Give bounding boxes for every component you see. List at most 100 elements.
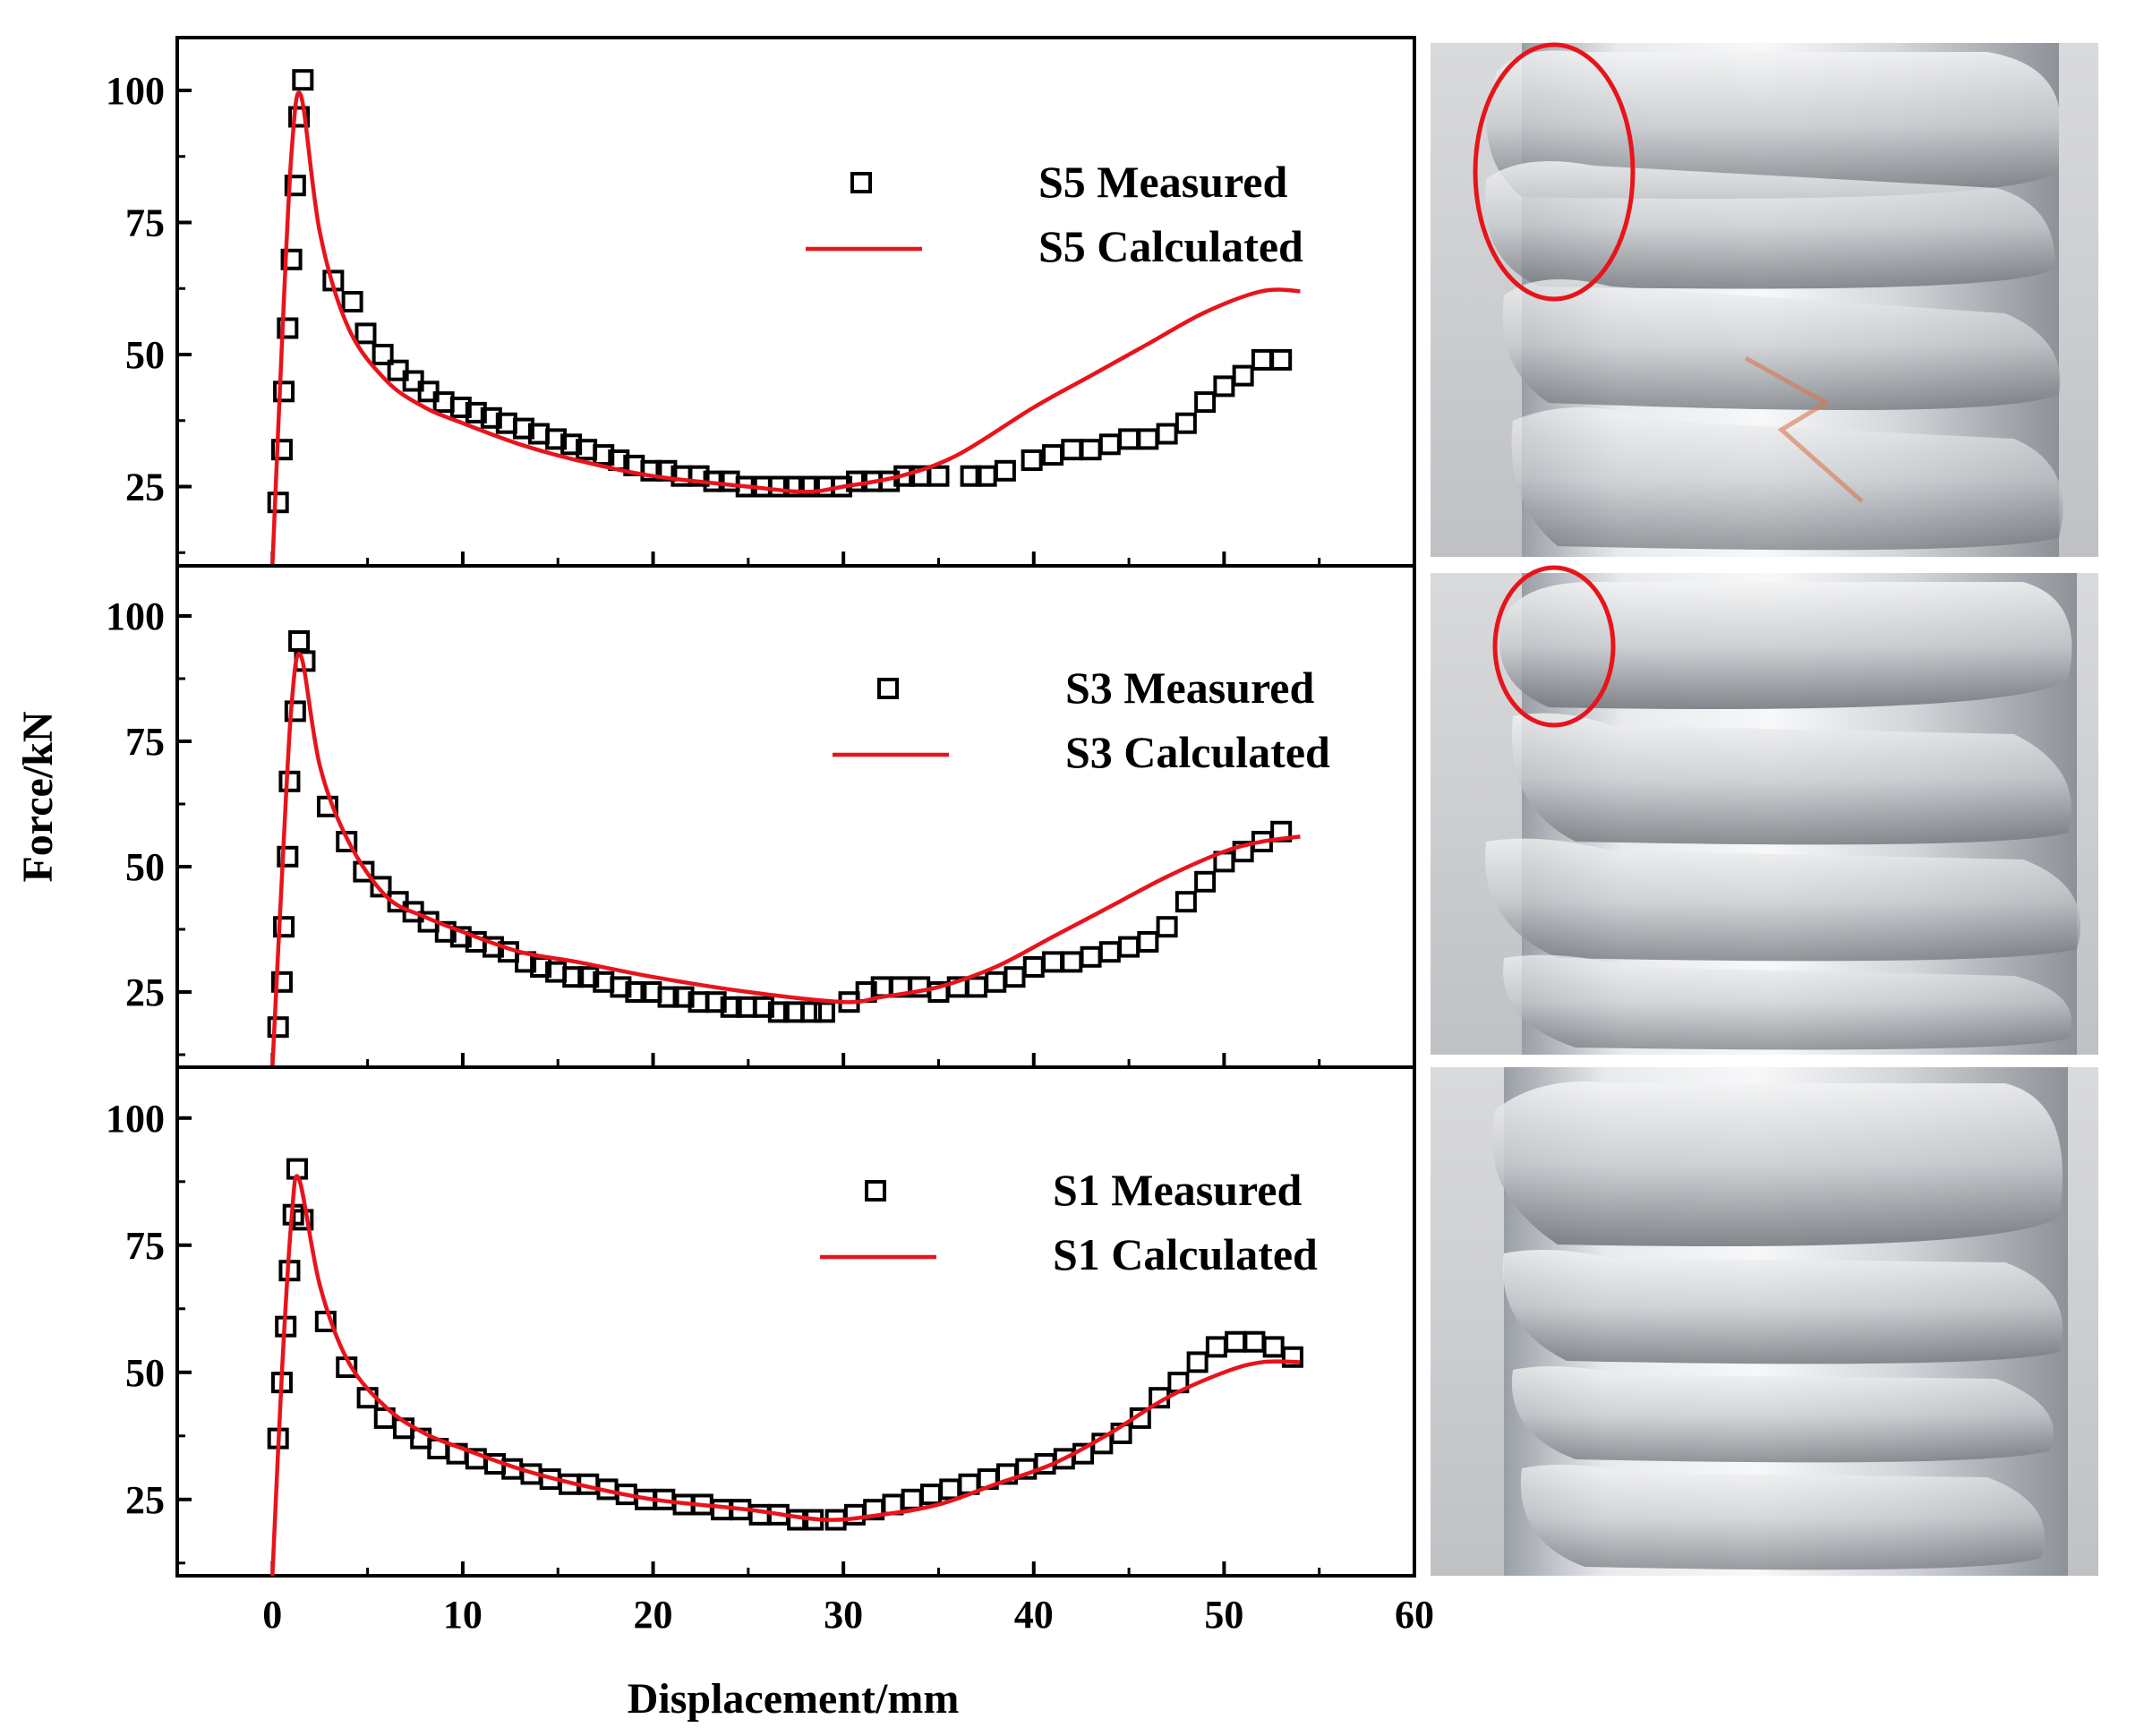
data-point-marker (1156, 916, 1178, 938)
x-tick-label: 30 (824, 1593, 863, 1637)
data-point-marker (270, 971, 293, 993)
data-point-marker (1262, 1336, 1285, 1358)
plot-series (267, 1158, 1303, 1576)
data-point-marker (267, 1016, 289, 1039)
y-tick-label: 100 (106, 594, 165, 638)
data-point-marker (545, 428, 568, 450)
data-point-marker (752, 996, 774, 1018)
y-tick-label: 75 (125, 720, 165, 764)
data-point-marker (1137, 428, 1159, 450)
specimen-photos (1431, 42, 2098, 1576)
data-point-marker (273, 916, 295, 938)
data-point-marker (1175, 412, 1197, 434)
data-point-marker (927, 465, 950, 487)
data-point-marker (267, 492, 289, 514)
y-tick-label: 25 (125, 1478, 165, 1522)
data-point-marker (562, 966, 585, 988)
series-line (270, 90, 1301, 566)
y-tick-label: 25 (125, 466, 165, 509)
data-point-marker (336, 831, 358, 852)
axis-labels: Force/kN Displacement/mm (14, 711, 959, 1723)
plot-series (267, 630, 1301, 1067)
legend-label: S3 Calculated (1065, 727, 1330, 777)
data-point-marker (1232, 364, 1254, 387)
chart-panel-bottom: 25 50 75 100 0 10 20 30 40 50 60 S1 Measured S1 Calc… (106, 1065, 1434, 1637)
data-point-marker (270, 439, 293, 461)
data-point-marker (782, 475, 805, 498)
data-point-marker (577, 966, 600, 988)
data-point-marker (1080, 945, 1102, 968)
data-point-marker (625, 981, 647, 1003)
data-point-marker (960, 465, 982, 487)
plot-frame (175, 564, 1416, 1069)
data-point-marker (657, 986, 679, 1008)
data-point-marker (720, 996, 742, 1018)
y-tick-label: 75 (125, 1224, 165, 1268)
y-axis-title: Force/kN (14, 711, 62, 882)
data-point-marker (434, 920, 457, 943)
legend-label: S1 Calculated (1053, 1229, 1318, 1279)
plot-frame (175, 1065, 1416, 1578)
data-point-marker (341, 291, 363, 312)
x-axis-title: Displacement/mm (628, 1675, 960, 1723)
data-point-marker (965, 976, 987, 998)
y-tick-label: 50 (125, 1351, 165, 1395)
legend-label: S5 Measured (1038, 157, 1287, 207)
data-point-marker (640, 459, 662, 482)
data-point-marker (354, 322, 377, 345)
crack-highlight-ellipse (1473, 42, 1636, 302)
data-point-marker (560, 433, 583, 456)
x-tick-label: 10 (443, 1593, 483, 1637)
legend-label: S3 Measured (1065, 663, 1314, 713)
data-point-marker (449, 397, 472, 418)
data-point-marker (985, 971, 1007, 993)
data-point-marker (1080, 439, 1102, 461)
legend-marker-swatch (850, 172, 872, 193)
legend: S5 Measured S5 Calculated (806, 157, 1303, 271)
fold-highlight-ellipse (1492, 565, 1616, 728)
data-point-marker (798, 475, 820, 498)
data-point-marker (1281, 1346, 1303, 1368)
data-point-marker (1061, 439, 1083, 461)
legend: S3 Measured S3 Calculated (833, 663, 1330, 777)
legend-marker-swatch (877, 678, 899, 699)
data-point-marker (1251, 348, 1273, 371)
data-point-marker (1098, 941, 1121, 963)
data-point-marker (1156, 423, 1178, 445)
y-tick-label: 50 (125, 845, 165, 889)
x-tick-label: 40 (1014, 1593, 1054, 1637)
photo-s5 (1431, 42, 2098, 557)
data-point-marker (767, 475, 790, 498)
data-point-marker (292, 1209, 314, 1231)
y-tick-label: 75 (125, 201, 165, 245)
data-point-marker (610, 976, 632, 998)
data-point-marker (372, 344, 394, 365)
data-point-marker (1021, 449, 1043, 471)
data-point-marker (1118, 428, 1140, 450)
data-point-marker (273, 381, 295, 403)
plot-series (267, 69, 1301, 566)
chart-panel-top: 25 50 75 100 S5 Measured S5 Calculated (106, 36, 1416, 568)
data-point-marker (1137, 931, 1159, 953)
data-point-marker (711, 1499, 733, 1521)
data-point-marker (1225, 1330, 1247, 1353)
data-point-marker (813, 1001, 835, 1023)
data-point-marker (901, 1488, 923, 1510)
data-point-marker (277, 317, 299, 339)
data-point-marker (705, 991, 727, 1013)
data-point-marker (688, 465, 710, 487)
data-point-marker (1042, 444, 1064, 466)
data-point-marker (1194, 391, 1217, 414)
data-point-marker (284, 700, 306, 723)
data-point-marker (353, 860, 375, 883)
series-line (270, 1174, 1301, 1576)
data-point-marker (277, 845, 299, 868)
photo-s1 (1431, 1067, 2098, 1576)
data-point-marker (280, 248, 303, 270)
data-point-marker (672, 986, 695, 1008)
chart-panel-middle: 25 50 75 100 S3 Measured S3 Calculated (106, 564, 1416, 1069)
data-point-marker (1213, 375, 1235, 398)
x-tick-label: 50 (1204, 1593, 1243, 1637)
